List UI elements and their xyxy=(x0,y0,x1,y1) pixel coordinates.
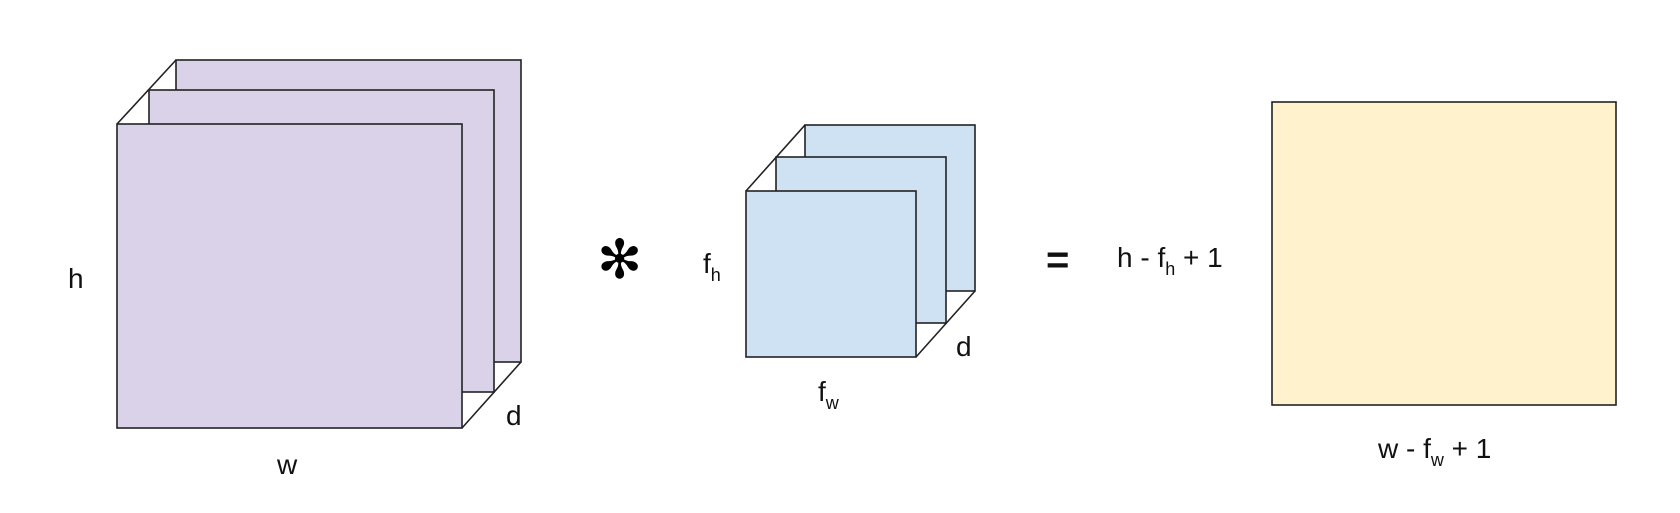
filter-width-sub: w xyxy=(825,393,839,413)
filter-width-base: f xyxy=(818,376,826,407)
input-width-label: w xyxy=(277,449,298,480)
input-height-label: h xyxy=(68,263,84,294)
filter-width-label: fw xyxy=(818,376,839,413)
filter-slice-front xyxy=(745,190,917,358)
filter-height-label: fh xyxy=(703,248,721,285)
input-slice-front xyxy=(116,123,463,429)
output-height-sub: h xyxy=(1165,259,1176,279)
output-height-base: f xyxy=(1157,242,1166,273)
filter-edge-top-left xyxy=(745,124,806,192)
output-height-label: h - fh + 1 xyxy=(1117,242,1223,279)
output-width-base: f xyxy=(1423,433,1431,464)
output-width-label: w - fw + 1 xyxy=(1378,433,1492,470)
filter-height-sub: h xyxy=(710,265,721,285)
input-edge-bottom-right xyxy=(461,361,522,429)
filter-height-base: f xyxy=(703,248,711,279)
filter-depth-label: d xyxy=(956,331,972,362)
filter-edge-bottom-right xyxy=(915,290,976,358)
output-height-pre: h - xyxy=(1117,242,1158,273)
input-depth-label: d xyxy=(506,400,522,431)
equals-operator: = xyxy=(1046,238,1070,282)
output-map xyxy=(1271,101,1617,406)
convolution-operator: ✻ xyxy=(597,228,643,291)
output-width-sub: w xyxy=(1430,450,1444,470)
output-width-pre: w - xyxy=(1378,433,1424,464)
input-edge-top-left xyxy=(116,59,177,125)
filter-volume xyxy=(745,124,976,358)
output-height-post: + 1 xyxy=(1175,242,1223,273)
input-volume xyxy=(116,59,522,429)
output-width-post: + 1 xyxy=(1443,433,1492,464)
